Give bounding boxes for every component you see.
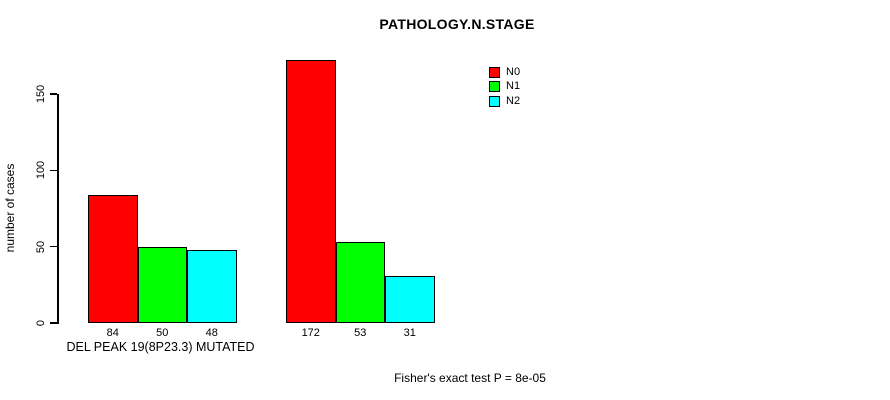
bar-N0-group1 <box>88 194 138 323</box>
group-1-label: DEL PEAK 19(8P23.3) MUTATED <box>66 340 255 354</box>
legend-swatch-N2 <box>489 95 500 107</box>
bar-N1-group1 <box>137 246 187 323</box>
legend-item-N1: N1 <box>489 80 520 95</box>
legend-label-N1: N1 <box>506 80 521 93</box>
y-tick-label: 150 <box>35 84 47 104</box>
legend-item-N0: N0 <box>489 65 520 80</box>
bar-N2-group2 <box>385 275 435 323</box>
legend-item-N2: N2 <box>489 94 520 109</box>
y-tick-label: 50 <box>35 240 47 253</box>
y-axis-label: number of cases <box>3 163 17 253</box>
legend-label-N2: N2 <box>506 94 521 107</box>
bar-value-N1-group2: 53 <box>354 327 367 339</box>
y-axis-line <box>57 94 59 324</box>
legend: N0 N1 N2 <box>489 65 520 109</box>
stat-annotation: Fisher's exact test P = 8e-05 <box>394 371 546 385</box>
chart-title: PATHOLOGY.N.STAGE <box>379 16 535 32</box>
y-tick-mark <box>50 245 57 248</box>
bar-N0-group2 <box>286 60 336 323</box>
legend-swatch-N1 <box>489 81 500 93</box>
bar-N2-group1 <box>187 249 237 323</box>
bar-value-N1-group1: 50 <box>156 327 169 339</box>
bar-value-N2-group1: 48 <box>205 327 218 339</box>
bar-N1-group2 <box>335 242 385 323</box>
bar-value-N0-group1: 84 <box>106 327 119 339</box>
y-tick-mark <box>50 169 57 172</box>
legend-label-N0: N0 <box>506 65 521 78</box>
bar-value-N0-group2: 172 <box>301 327 320 339</box>
y-tick-label: 0 <box>35 319 47 327</box>
y-tick-label: 100 <box>35 161 47 180</box>
y-tick-mark <box>50 93 57 95</box>
legend-swatch-N0 <box>489 66 500 78</box>
bar-value-N2-group2: 31 <box>403 327 416 339</box>
y-tick-mark <box>50 322 57 324</box>
